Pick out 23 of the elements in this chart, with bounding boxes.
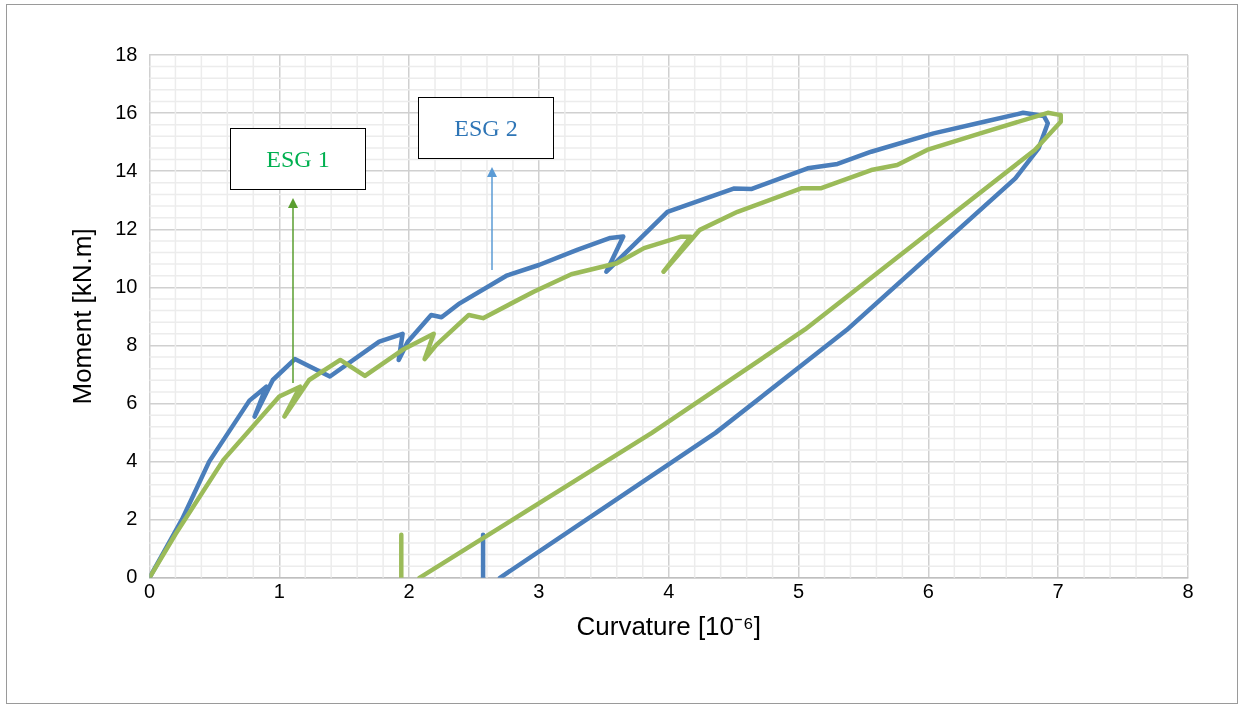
x-tick-label: 4 (663, 580, 675, 603)
y-tick-label: 0 (126, 565, 138, 588)
y-axis-title: Moment [kN.m] (66, 228, 97, 405)
annotation: ESG 1 (230, 128, 366, 190)
y-tick-label: 18 (115, 42, 138, 65)
annotation: ESG 2 (418, 97, 554, 159)
y-tick-label: 4 (126, 449, 138, 472)
x-tick-label: 0 (143, 580, 156, 603)
x-tick-label: 3 (533, 580, 545, 603)
y-tick-label: 16 (115, 100, 138, 123)
x-tick-label: 6 (922, 580, 934, 603)
x-axis-title: Curvature [10⁻⁶] (576, 610, 761, 641)
y-tick-label: 8 (126, 332, 138, 355)
x-tick-label: 7 (1052, 580, 1064, 603)
y-tick-label: 6 (126, 391, 138, 414)
x-tick-label: 2 (403, 580, 415, 603)
y-tick-label: 2 (126, 507, 138, 530)
x-tick-label: 1 (273, 580, 285, 603)
x-tick-label: 8 (1182, 580, 1194, 603)
y-tick-label: 14 (115, 158, 138, 181)
x-tick-label: 5 (792, 580, 805, 603)
y-tick-label: 10 (115, 274, 138, 297)
y-tick-label: 12 (115, 216, 138, 239)
